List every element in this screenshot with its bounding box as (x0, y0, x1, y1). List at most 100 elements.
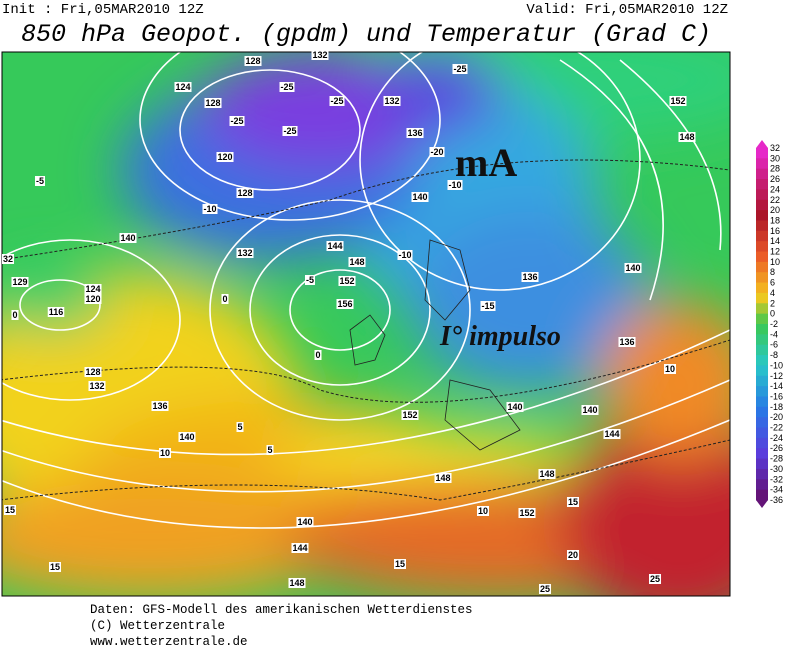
contour-label-bg (236, 188, 254, 198)
contour-label-bg (506, 402, 524, 412)
contour-label: 10 (665, 364, 675, 374)
contour-label-bg (434, 473, 452, 483)
contour-label: 20 (568, 550, 578, 560)
footer-copyright: (C) Wetterzentrale (90, 619, 225, 633)
contour-label-bg (538, 584, 552, 594)
colorbar-cell (756, 230, 768, 242)
contour-label: 136 (522, 272, 537, 282)
contour-label-bg (11, 277, 29, 287)
contour-label: 124 (85, 284, 100, 294)
contour-label: 25 (540, 584, 550, 594)
colorbar-label: -22 (770, 423, 783, 433)
colorbar-label: 26 (770, 174, 780, 184)
contour-label-bg (119, 233, 137, 243)
colorbar-label: 18 (770, 215, 780, 225)
contour-label-bg (663, 364, 677, 374)
colorbar-label: -16 (770, 391, 783, 401)
colorbar-cell (756, 189, 768, 201)
colorbar-cell (756, 406, 768, 418)
contour-label: -10 (398, 250, 411, 260)
air-mass-label: mA (455, 140, 517, 185)
contour-label-bg (314, 350, 322, 360)
colorbar-label: -14 (770, 381, 783, 391)
colorbar-label: -32 (770, 474, 783, 484)
contour-label: 144 (327, 241, 342, 251)
contour-label: 129 (12, 277, 27, 287)
colorbar-label: -18 (770, 402, 783, 412)
contour-label: 140 (120, 233, 135, 243)
colorbar-top-arrow (756, 140, 768, 148)
contour-label: 132 (384, 96, 399, 106)
contour-label-bg (401, 410, 419, 420)
contour-label-bg (216, 152, 234, 162)
contour-label-bg (624, 263, 642, 273)
colorbar-label: 20 (770, 205, 780, 215)
contour-label-bg (311, 50, 329, 60)
map (2, 52, 730, 596)
colorbar-cell (756, 479, 768, 491)
contour-label: 152 (339, 276, 354, 286)
colorbar-cell (756, 375, 768, 387)
contour-label: 128 (245, 56, 260, 66)
contour-label-bg (236, 422, 244, 432)
contour-label: 32 (3, 254, 13, 264)
colorbar-label: -4 (770, 329, 778, 339)
colorbar-cell (756, 355, 768, 366)
contour-label: 0 (12, 310, 17, 320)
colorbar: 32302826242220181614121086420-2-4-6-8-10… (756, 140, 783, 508)
colorbar-cell (756, 168, 768, 180)
colorbar-label: 16 (770, 226, 780, 236)
colorbar-cell (756, 468, 768, 480)
contour-label-bg (521, 272, 539, 282)
map-frame (1, 51, 731, 597)
colorbar-cell (756, 282, 768, 294)
contour-label: -25 (330, 96, 343, 106)
contour-label: -25 (280, 82, 293, 92)
colorbar-label: 2 (770, 298, 775, 308)
contour-label-bg (47, 307, 65, 317)
contour-label: -25 (453, 64, 466, 74)
contour-label: 140 (582, 405, 597, 415)
contour-label-bg (3, 505, 17, 515)
contour-label-bg (648, 574, 662, 584)
contour-label-bg (229, 116, 245, 126)
colorbar-cell (756, 179, 768, 190)
colorbar-label: 22 (770, 195, 780, 205)
contour-label-bg (291, 543, 309, 553)
colorbar-label: 32 (770, 143, 780, 153)
contour-label-bg (84, 294, 102, 304)
contour-label-bg (669, 96, 687, 106)
colorbar-label: -28 (770, 454, 783, 464)
contour-label-bg (34, 176, 46, 186)
colorbar-label: -2 (770, 319, 778, 329)
colorbar-cell (756, 241, 768, 253)
contour-label: 148 (679, 132, 694, 142)
contour-label-bg (476, 506, 490, 516)
contour-label-bg (221, 294, 229, 304)
colorbar-label: 8 (770, 267, 775, 277)
colorbar-cell (756, 396, 768, 408)
contour-label-bg (393, 559, 407, 569)
contour-label: 140 (625, 263, 640, 273)
contour-label: -10 (203, 204, 216, 214)
contour-label: 136 (152, 401, 167, 411)
contour-label: 0 (315, 350, 320, 360)
contour-label-bg (282, 126, 298, 136)
colorbar-label: 28 (770, 164, 780, 174)
contour-label-bg (84, 284, 102, 294)
contour-label: -5 (36, 176, 44, 186)
contour-label-bg (202, 204, 218, 214)
contour-label: -25 (283, 126, 296, 136)
colorbar-label: -20 (770, 412, 783, 422)
contour-label-bg (581, 405, 599, 415)
contour-labels: 128 132 -25 124 128 -25 -25 132 -25 -25 136 -20 120 -… (1, 50, 696, 594)
contour-label-bg (447, 180, 463, 190)
contour-label: 120 (217, 152, 232, 162)
footer-url: www.wetterzentrale.de (90, 635, 248, 648)
contour-label: 136 (619, 337, 634, 347)
contour-label: 148 (349, 257, 364, 267)
colorbar-cell (756, 437, 768, 449)
contour-label: 152 (670, 96, 685, 106)
colorbar-cell (756, 386, 768, 397)
contour-label: 25 (650, 574, 660, 584)
